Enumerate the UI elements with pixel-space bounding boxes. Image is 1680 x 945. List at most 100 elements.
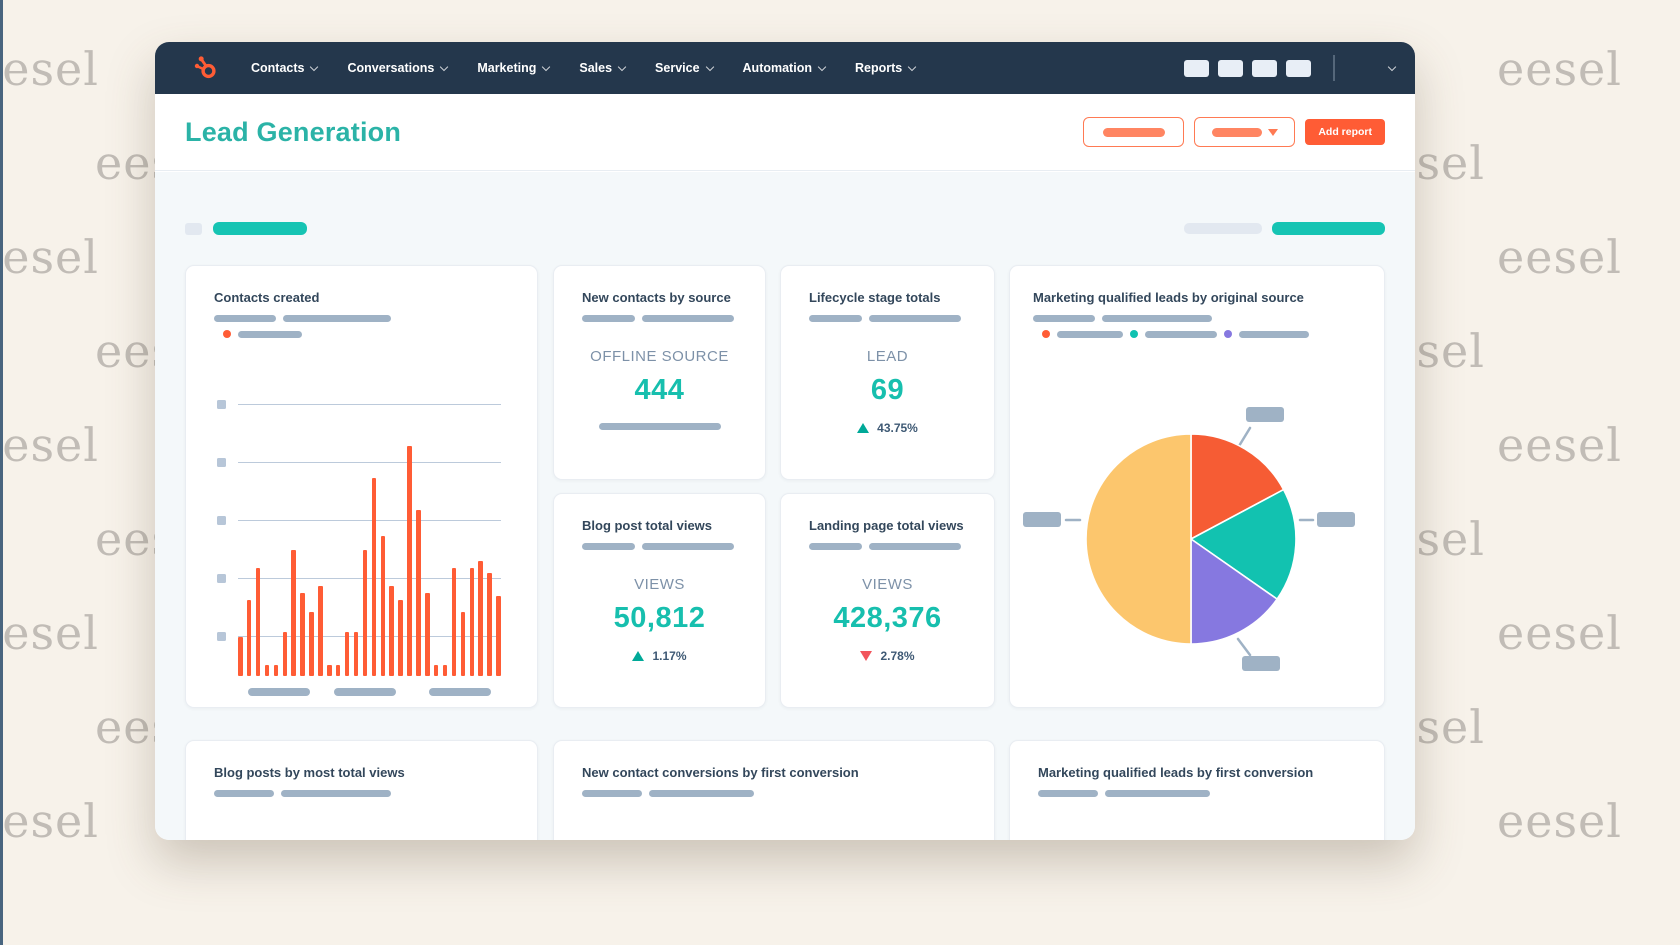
text-placeholder xyxy=(582,315,635,322)
bar xyxy=(487,572,492,676)
card-title: Marketing qualified leads by first conve… xyxy=(1038,765,1314,780)
bar xyxy=(460,611,466,676)
watermark-text: eesel xyxy=(0,794,99,848)
subtitle-placeholders xyxy=(582,315,737,322)
nav-item-service[interactable]: Service xyxy=(655,61,714,75)
subtitle-placeholders xyxy=(1033,315,1361,322)
text-placeholder xyxy=(1102,315,1212,322)
text-placeholder xyxy=(1038,790,1098,797)
dropdown-caret-icon xyxy=(1267,128,1278,136)
nav-tool-icon-placeholder[interactable] xyxy=(1218,59,1243,77)
delta-value: 43.75% xyxy=(877,421,918,435)
bar xyxy=(255,567,261,676)
text-placeholder xyxy=(869,315,961,322)
text-placeholder xyxy=(214,315,276,322)
nav-item-sales[interactable]: Sales xyxy=(579,61,627,75)
nav-item-contacts[interactable]: Contacts xyxy=(251,61,319,75)
pie-slice xyxy=(1189,488,1297,601)
card-mql-by-original-source: Marketing qualified leads by original so… xyxy=(1009,265,1385,708)
nav-tool-icon-placeholder[interactable] xyxy=(1252,59,1277,77)
navbar-right-tools xyxy=(1175,55,1397,81)
metric-block: VIEWS 50,812 1.17% xyxy=(582,576,737,663)
bar xyxy=(416,510,421,676)
nav-item-label: Contacts xyxy=(251,61,305,75)
nav-item-reports[interactable]: Reports xyxy=(855,61,917,75)
legend-dot-purple xyxy=(1224,330,1232,338)
x-axis-label-placeholder xyxy=(334,688,396,696)
text-placeholder xyxy=(869,543,961,550)
dashboard-window: Contacts Conversations Marketing Sales S… xyxy=(155,42,1415,840)
gridline xyxy=(238,636,501,637)
hubspot-logo-icon[interactable] xyxy=(193,55,219,81)
chip-placeholder-gray[interactable] xyxy=(1184,223,1262,234)
subtitle-placeholders xyxy=(809,315,966,322)
left-edge-line xyxy=(0,0,3,945)
text-placeholder xyxy=(1033,315,1095,322)
pie-slice xyxy=(1190,537,1279,645)
y-tick-placeholder xyxy=(217,400,226,409)
gridline xyxy=(238,520,501,521)
bar xyxy=(433,664,439,676)
delta-value: 2.78% xyxy=(880,649,915,663)
text-placeholder xyxy=(214,790,274,797)
nav-item-automation[interactable]: Automation xyxy=(743,61,827,75)
delta-up-icon xyxy=(632,651,645,661)
legend-label-placeholder xyxy=(1145,330,1217,338)
nav-item-marketing[interactable]: Marketing xyxy=(477,61,551,75)
bar xyxy=(246,600,252,676)
metric-label: VIEWS xyxy=(634,576,685,593)
bar xyxy=(407,446,412,676)
nav-item-conversations[interactable]: Conversations xyxy=(347,61,449,75)
chip-placeholder-teal[interactable] xyxy=(1272,222,1385,235)
navbar-divider xyxy=(1333,55,1335,81)
card-blog-post-total-views: Blog post total views VIEWS 50,812 1.17% xyxy=(553,493,766,708)
filter-label-placeholder xyxy=(1102,127,1165,137)
pie-callout-placeholder xyxy=(1317,512,1355,527)
card-contacts-created: Contacts created xyxy=(185,265,538,708)
bar xyxy=(335,664,341,676)
delta-up-icon xyxy=(857,423,870,433)
nav-tool-icon-placeholder[interactable] xyxy=(1184,59,1209,77)
chevron-down-icon xyxy=(542,62,551,71)
text-placeholder xyxy=(642,315,734,322)
delta-row: 1.17% xyxy=(582,649,737,663)
filter-dropdown-button[interactable] xyxy=(1194,117,1296,147)
legend-label-placeholder xyxy=(1239,330,1309,338)
text-placeholder xyxy=(582,790,642,797)
watermark-text: eesel xyxy=(1497,42,1622,96)
chip-placeholder-gray[interactable] xyxy=(185,222,202,235)
pie-slice xyxy=(1085,433,1192,645)
watermark-text: eesel xyxy=(0,42,99,96)
gridline xyxy=(238,578,501,579)
subtitle-placeholders xyxy=(214,790,509,797)
chevron-down-icon xyxy=(817,62,827,71)
metric-block: OFFLINE SOURCE 444 xyxy=(582,348,737,430)
chip-placeholder-teal[interactable] xyxy=(213,222,307,235)
nav-tool-icon-placeholder[interactable] xyxy=(1286,59,1311,77)
pie-chart-area xyxy=(1010,266,1384,707)
delta-down-icon xyxy=(860,651,873,661)
bar xyxy=(318,586,323,676)
metric-value: 69 xyxy=(870,374,905,406)
card-title: Blog posts by most total views xyxy=(214,765,405,780)
watermark-text: eesel xyxy=(0,418,99,472)
add-report-button[interactable]: Add report xyxy=(1305,119,1385,145)
account-chevron-down-icon[interactable] xyxy=(1387,62,1397,71)
card-new-contacts-by-source: New contacts by source OFFLINE SOURCE 44… xyxy=(553,265,766,480)
bar xyxy=(469,567,475,676)
main-menu: Contacts Conversations Marketing Sales S… xyxy=(251,61,917,75)
bar-chart-plot xyxy=(217,396,501,676)
bar xyxy=(425,593,430,676)
bar xyxy=(451,567,457,676)
metric-value: 428,376 xyxy=(833,602,942,634)
bar xyxy=(496,595,501,676)
y-tick-placeholder xyxy=(217,574,226,583)
filter-chips-right xyxy=(1184,222,1385,235)
legend-label-placeholder xyxy=(1057,330,1123,338)
watermark-text: eesel xyxy=(0,230,99,284)
filter-button-1[interactable] xyxy=(1083,117,1185,147)
pie-callout-placeholder xyxy=(1246,407,1284,422)
bar xyxy=(353,632,359,676)
metric-label: OFFLINE SOURCE xyxy=(590,348,729,365)
